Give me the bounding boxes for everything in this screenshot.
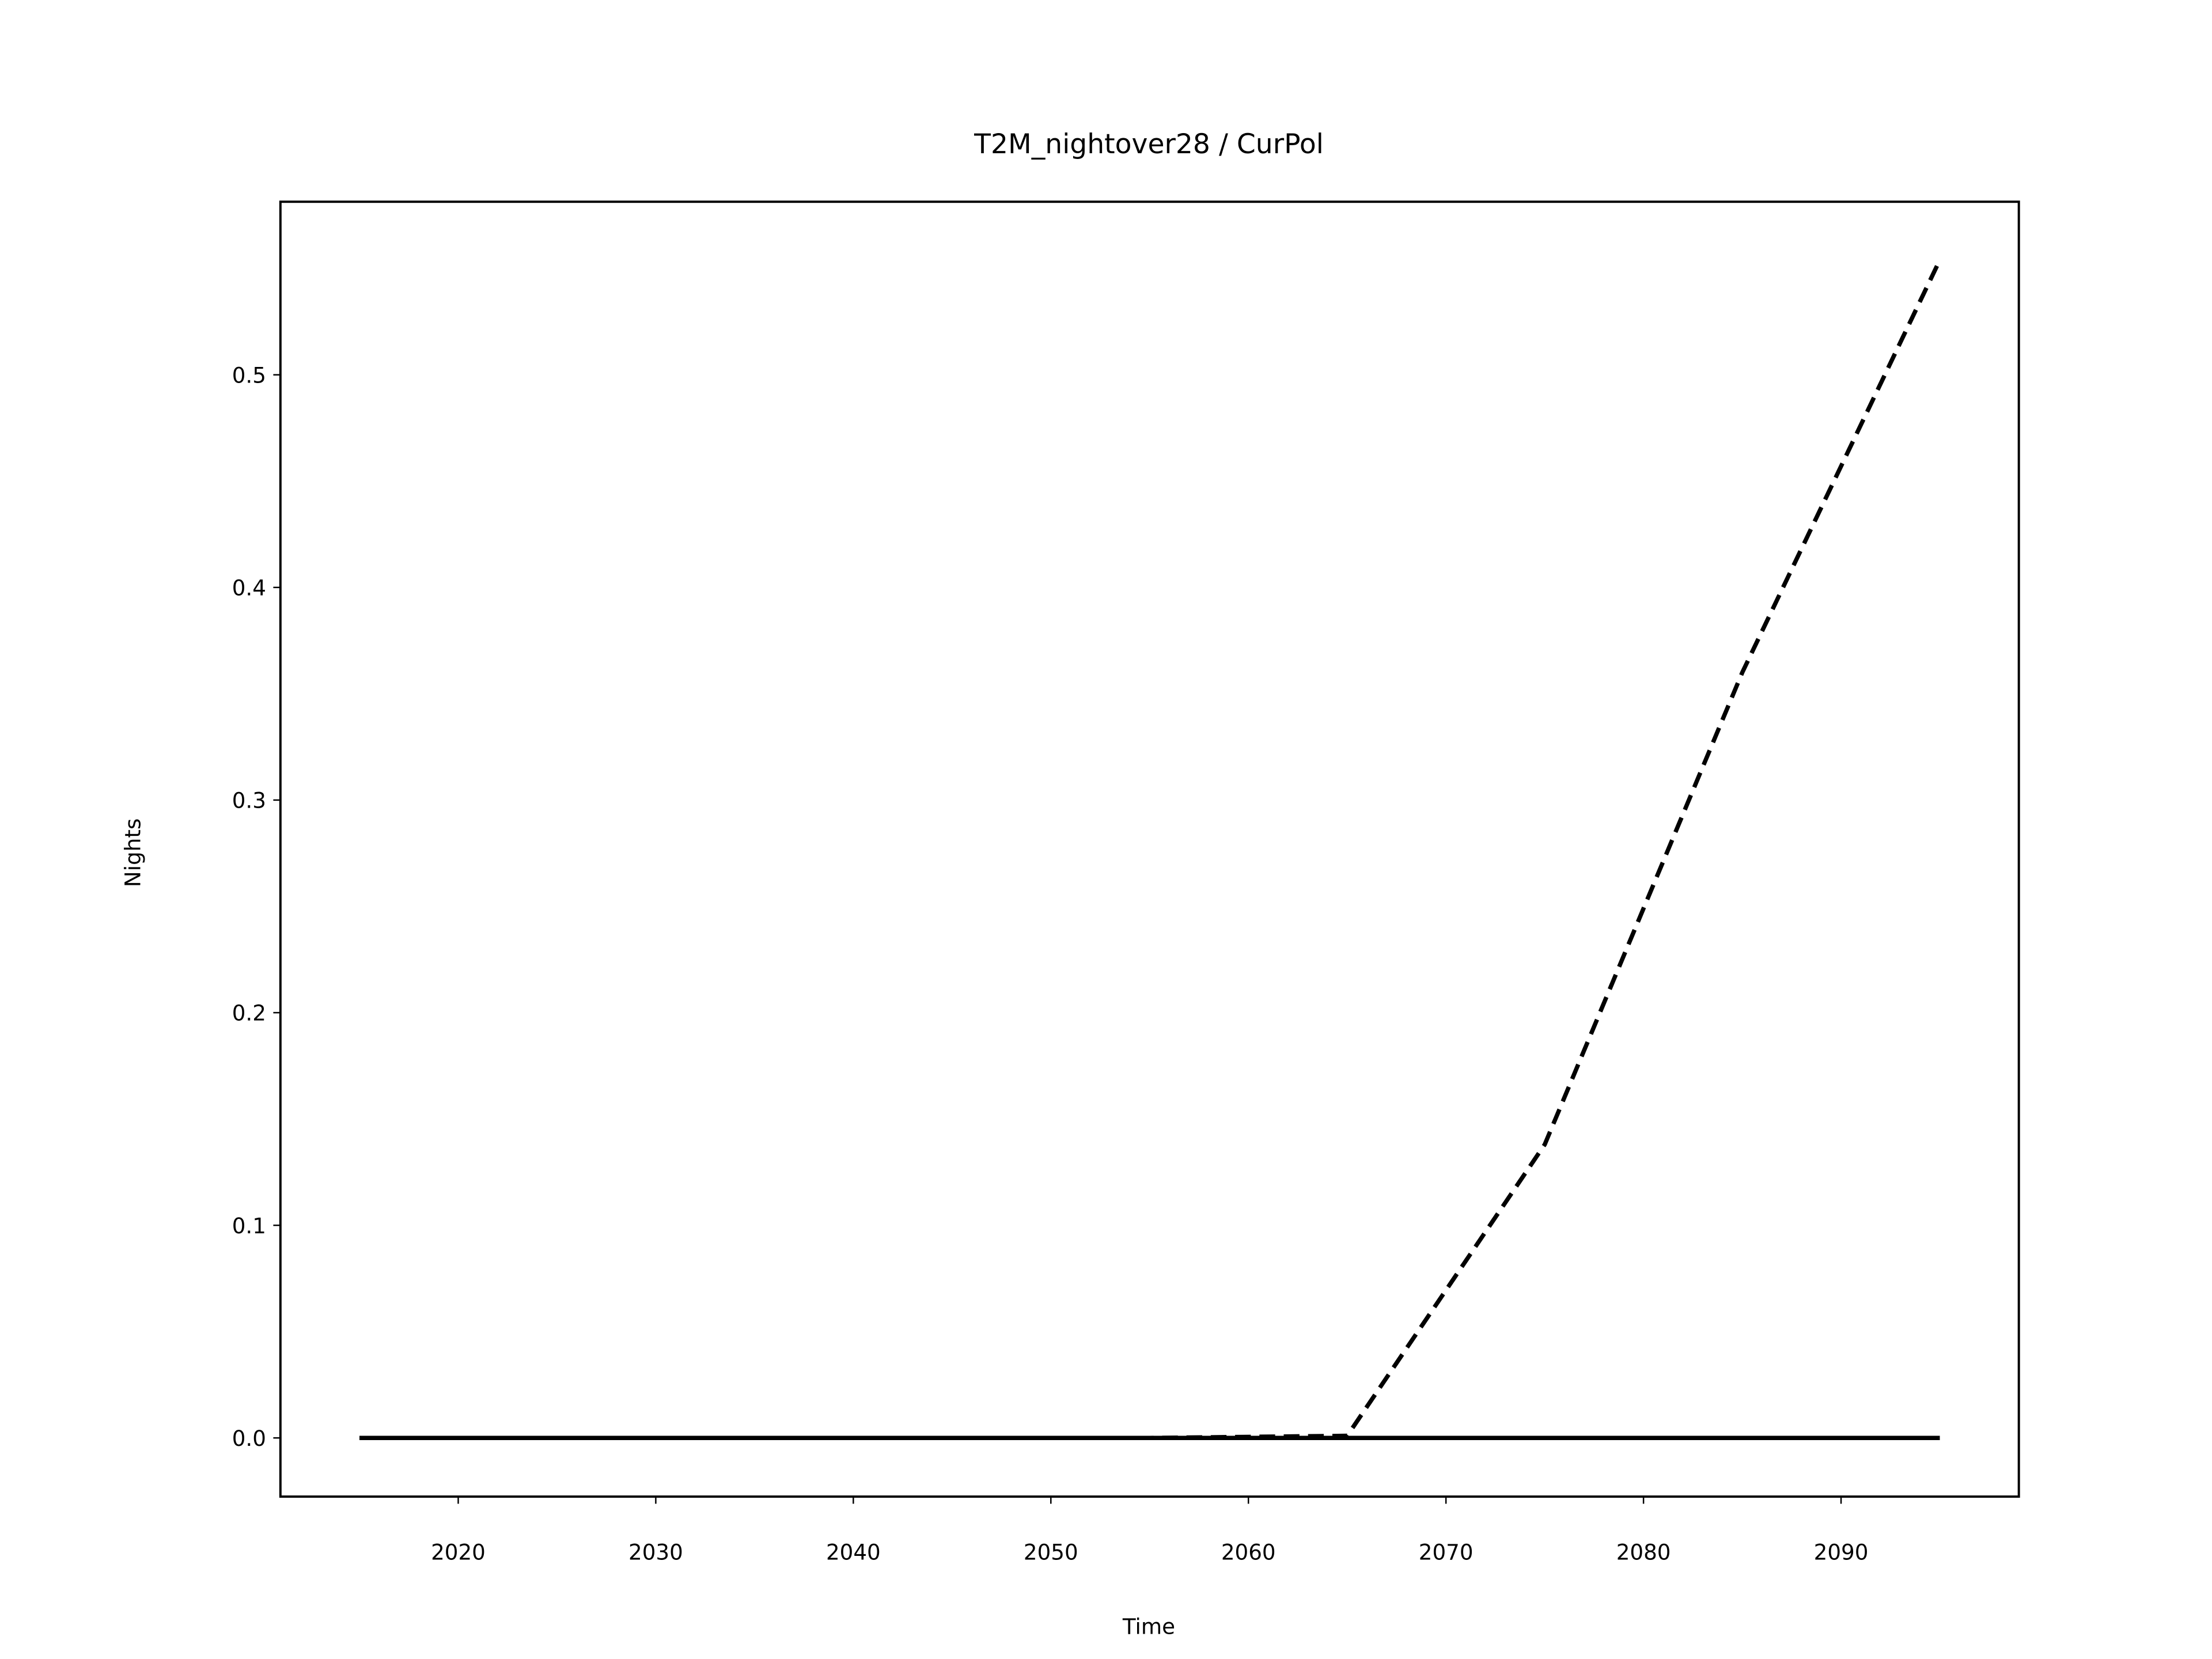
y-tick-label: 0.1 (232, 1213, 266, 1238)
x-tick-label: 2070 (1419, 1539, 1474, 1565)
x-tick-label: 2030 (628, 1539, 683, 1565)
y-axis-label: Nights (120, 819, 145, 887)
y-tick-label: 0.5 (232, 362, 266, 388)
x-tick-label: 2080 (1616, 1539, 1671, 1565)
x-tick-label: 2040 (826, 1539, 881, 1565)
y-tick-label: 0.0 (232, 1426, 266, 1451)
x-tick-label: 2050 (1024, 1539, 1078, 1565)
y-tick-label: 0.3 (232, 788, 266, 813)
x-tick-label: 2060 (1221, 1539, 1276, 1565)
y-tick-label: 0.4 (232, 575, 266, 600)
x-tick-label: 2020 (431, 1539, 486, 1565)
x-axis-label: Time (1122, 1614, 1175, 1639)
y-tick-label: 0.2 (232, 1001, 266, 1026)
plot-frame (279, 200, 2020, 1498)
x-tick-label: 2090 (1814, 1539, 1869, 1565)
chart-title: T2M_nightover28 / CurPol (974, 128, 1324, 160)
